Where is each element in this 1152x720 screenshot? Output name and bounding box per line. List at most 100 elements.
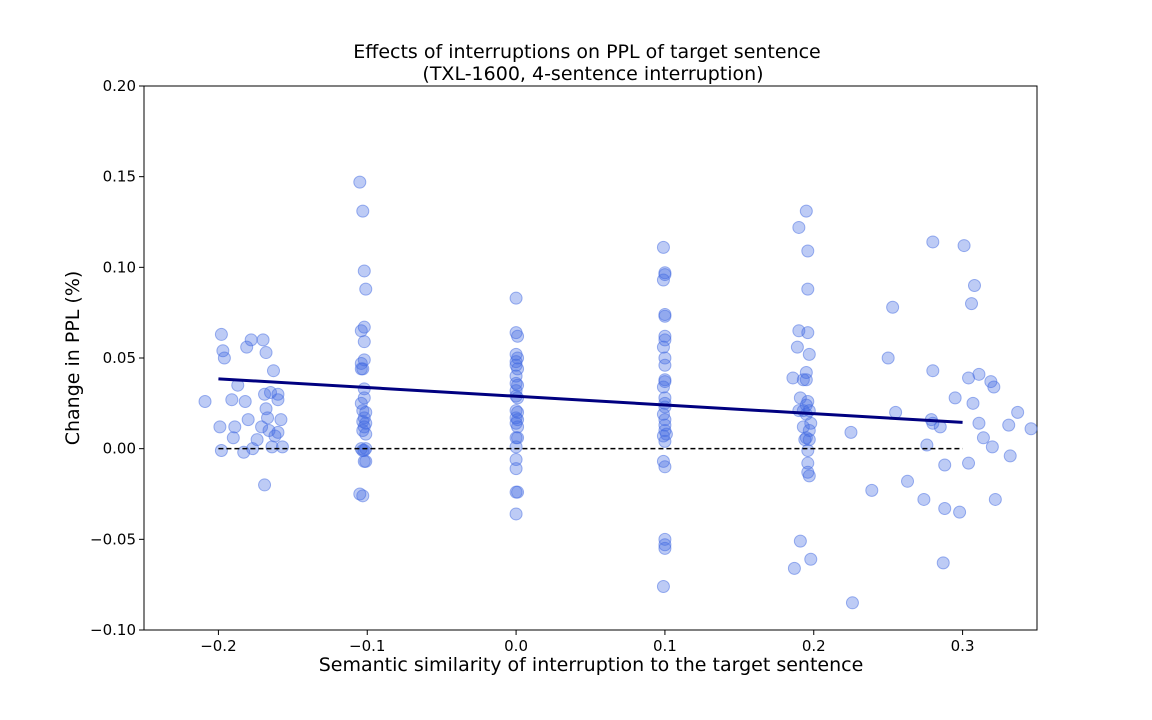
data-point (972, 416, 986, 430)
data-point (357, 454, 371, 468)
data-point (228, 420, 242, 434)
data-point (786, 371, 800, 385)
data-point (656, 340, 670, 354)
data-point (658, 434, 672, 448)
data-point (658, 538, 672, 552)
data-point (802, 347, 816, 361)
data-point (359, 282, 373, 296)
y-tick-label: −0.05 (90, 530, 136, 548)
data-point (656, 273, 670, 287)
data-point (658, 460, 672, 474)
data-point (213, 420, 227, 434)
data-point (1002, 418, 1016, 432)
data-point (217, 351, 231, 365)
data-point (265, 440, 279, 454)
x-tick-label: −0.1 (349, 637, 385, 655)
data-point (965, 297, 979, 311)
regression-line (218, 377, 963, 424)
data-point (801, 244, 815, 258)
data-point (658, 541, 672, 555)
data-point (511, 420, 525, 434)
data-point (802, 469, 816, 483)
data-point (976, 431, 990, 445)
data-point (356, 204, 370, 218)
data-point (799, 366, 813, 380)
data-point (241, 413, 255, 427)
y-tick-label: 0.20 (103, 77, 136, 95)
data-point (357, 264, 371, 278)
data-point (953, 505, 967, 519)
data-point (509, 462, 523, 476)
data-point (865, 483, 879, 497)
data-point (266, 364, 280, 378)
y-tick-label: 0.05 (103, 349, 136, 367)
x-axis-label: Semantic similarity of interruption to t… (319, 654, 864, 676)
data-point (658, 309, 672, 323)
data-point (658, 329, 672, 343)
data-point (214, 327, 228, 341)
data-point (787, 561, 801, 575)
data-point (801, 326, 815, 340)
data-point (889, 405, 903, 419)
x-tick-label: 0.3 (951, 637, 975, 655)
data-point (1011, 405, 1025, 419)
data-point (271, 393, 285, 407)
chart-subtitle: (TXL-1600, 4-sentence interruption) (422, 63, 763, 85)
data-point (792, 220, 806, 234)
data-point (926, 235, 940, 249)
data-point (509, 440, 523, 454)
data-point (901, 474, 915, 488)
data-point (259, 346, 273, 360)
data-point (511, 485, 525, 499)
data-point (244, 333, 258, 347)
data-point (799, 373, 813, 387)
data-point (658, 413, 672, 427)
data-point (357, 443, 371, 457)
data-point (844, 425, 858, 439)
data-point (966, 396, 980, 410)
x-tick-label: 0.1 (653, 637, 677, 655)
data-point (271, 387, 285, 401)
data-point (509, 376, 523, 390)
data-point (261, 411, 275, 425)
data-point (988, 492, 1002, 506)
data-point (658, 532, 672, 546)
data-point (658, 358, 672, 372)
data-point (802, 433, 816, 447)
data-point (255, 420, 269, 434)
y-tick-label: 0.15 (103, 168, 136, 186)
data-point (793, 534, 807, 548)
data-point (1024, 422, 1038, 436)
data-point (972, 367, 986, 381)
data-point (881, 351, 895, 365)
x-tick-label: 0.2 (802, 637, 826, 655)
y-axis: −0.10 −0.05 0.00 0.05 0.10 0.15 0.20 (90, 77, 144, 639)
data-point (357, 335, 371, 349)
data-point (356, 362, 370, 376)
data-point (845, 596, 859, 610)
data-point (957, 239, 971, 253)
data-point (938, 502, 952, 516)
data-point (275, 440, 289, 454)
data-point (1003, 449, 1017, 463)
data-point (656, 380, 670, 394)
x-axis: −0.2 −0.1 0.0 0.1 0.2 0.3 (200, 630, 975, 655)
data-point (962, 456, 976, 470)
data-point (656, 240, 670, 254)
data-point (274, 413, 288, 427)
data-point (256, 333, 270, 347)
y-tick-label: 0.00 (103, 440, 136, 458)
data-point (938, 458, 952, 472)
data-point (801, 456, 815, 470)
scatter-points (198, 175, 1038, 610)
data-point (799, 204, 813, 218)
y-tick-label: 0.10 (103, 258, 136, 276)
data-point (658, 351, 672, 365)
x-tick-label: 0.0 (504, 637, 528, 655)
data-point (917, 492, 931, 506)
data-point (985, 440, 999, 454)
data-point (359, 427, 373, 441)
data-point (238, 395, 252, 409)
data-point (804, 552, 818, 566)
y-axis-label: Change in PPL (%) (62, 271, 84, 446)
